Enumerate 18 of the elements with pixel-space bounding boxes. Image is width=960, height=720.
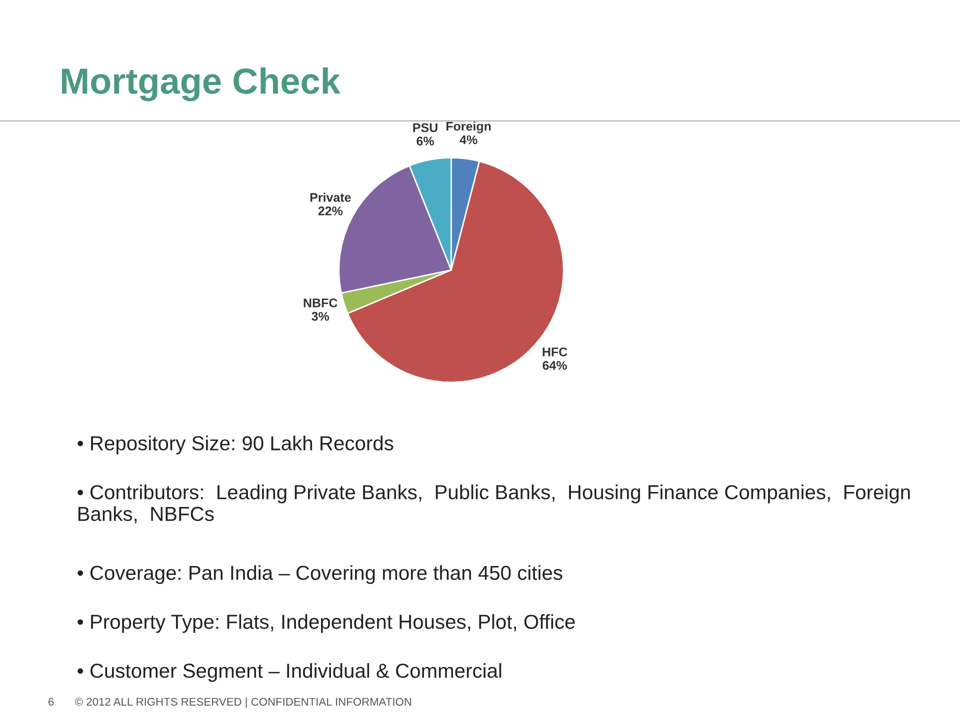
chart-title: Mortgage Check — [62, 67, 340, 102]
text: • Contributors: Leading Private Banks, Public Banks, Housing Finance Companies, Foreign Banks, NBFCs — [78, 484, 910, 524]
text: 6 — [48, 698, 54, 706]
text: © 2012 ALL RIGHTS RESERVED | CONFIDENTIAL INFORMATION — [75, 698, 412, 708]
slice-label: PSU — [413, 123, 438, 132]
slice-label: HFC — [542, 348, 568, 356]
text: • Coverage: Pan India – Covering more than 450 cities — [78, 565, 562, 584]
data-label: 3% — [312, 312, 330, 321]
text: • Repository Size: 90 Lakh Records — [78, 436, 394, 454]
data-label: 22% — [318, 206, 343, 216]
slice-label: Private — [310, 192, 351, 202]
text: • Customer Segment – Individual & Commercial — [78, 663, 502, 682]
text: • Property Type: Flats, Independent Houses, Plot, Office — [78, 614, 575, 633]
slice-label: Foreign — [446, 121, 491, 134]
data-label: 4% — [460, 135, 478, 144]
data-label: 64% — [542, 360, 567, 370]
data-label: 6% — [416, 136, 434, 146]
slice-label: NBFC — [304, 298, 338, 308]
